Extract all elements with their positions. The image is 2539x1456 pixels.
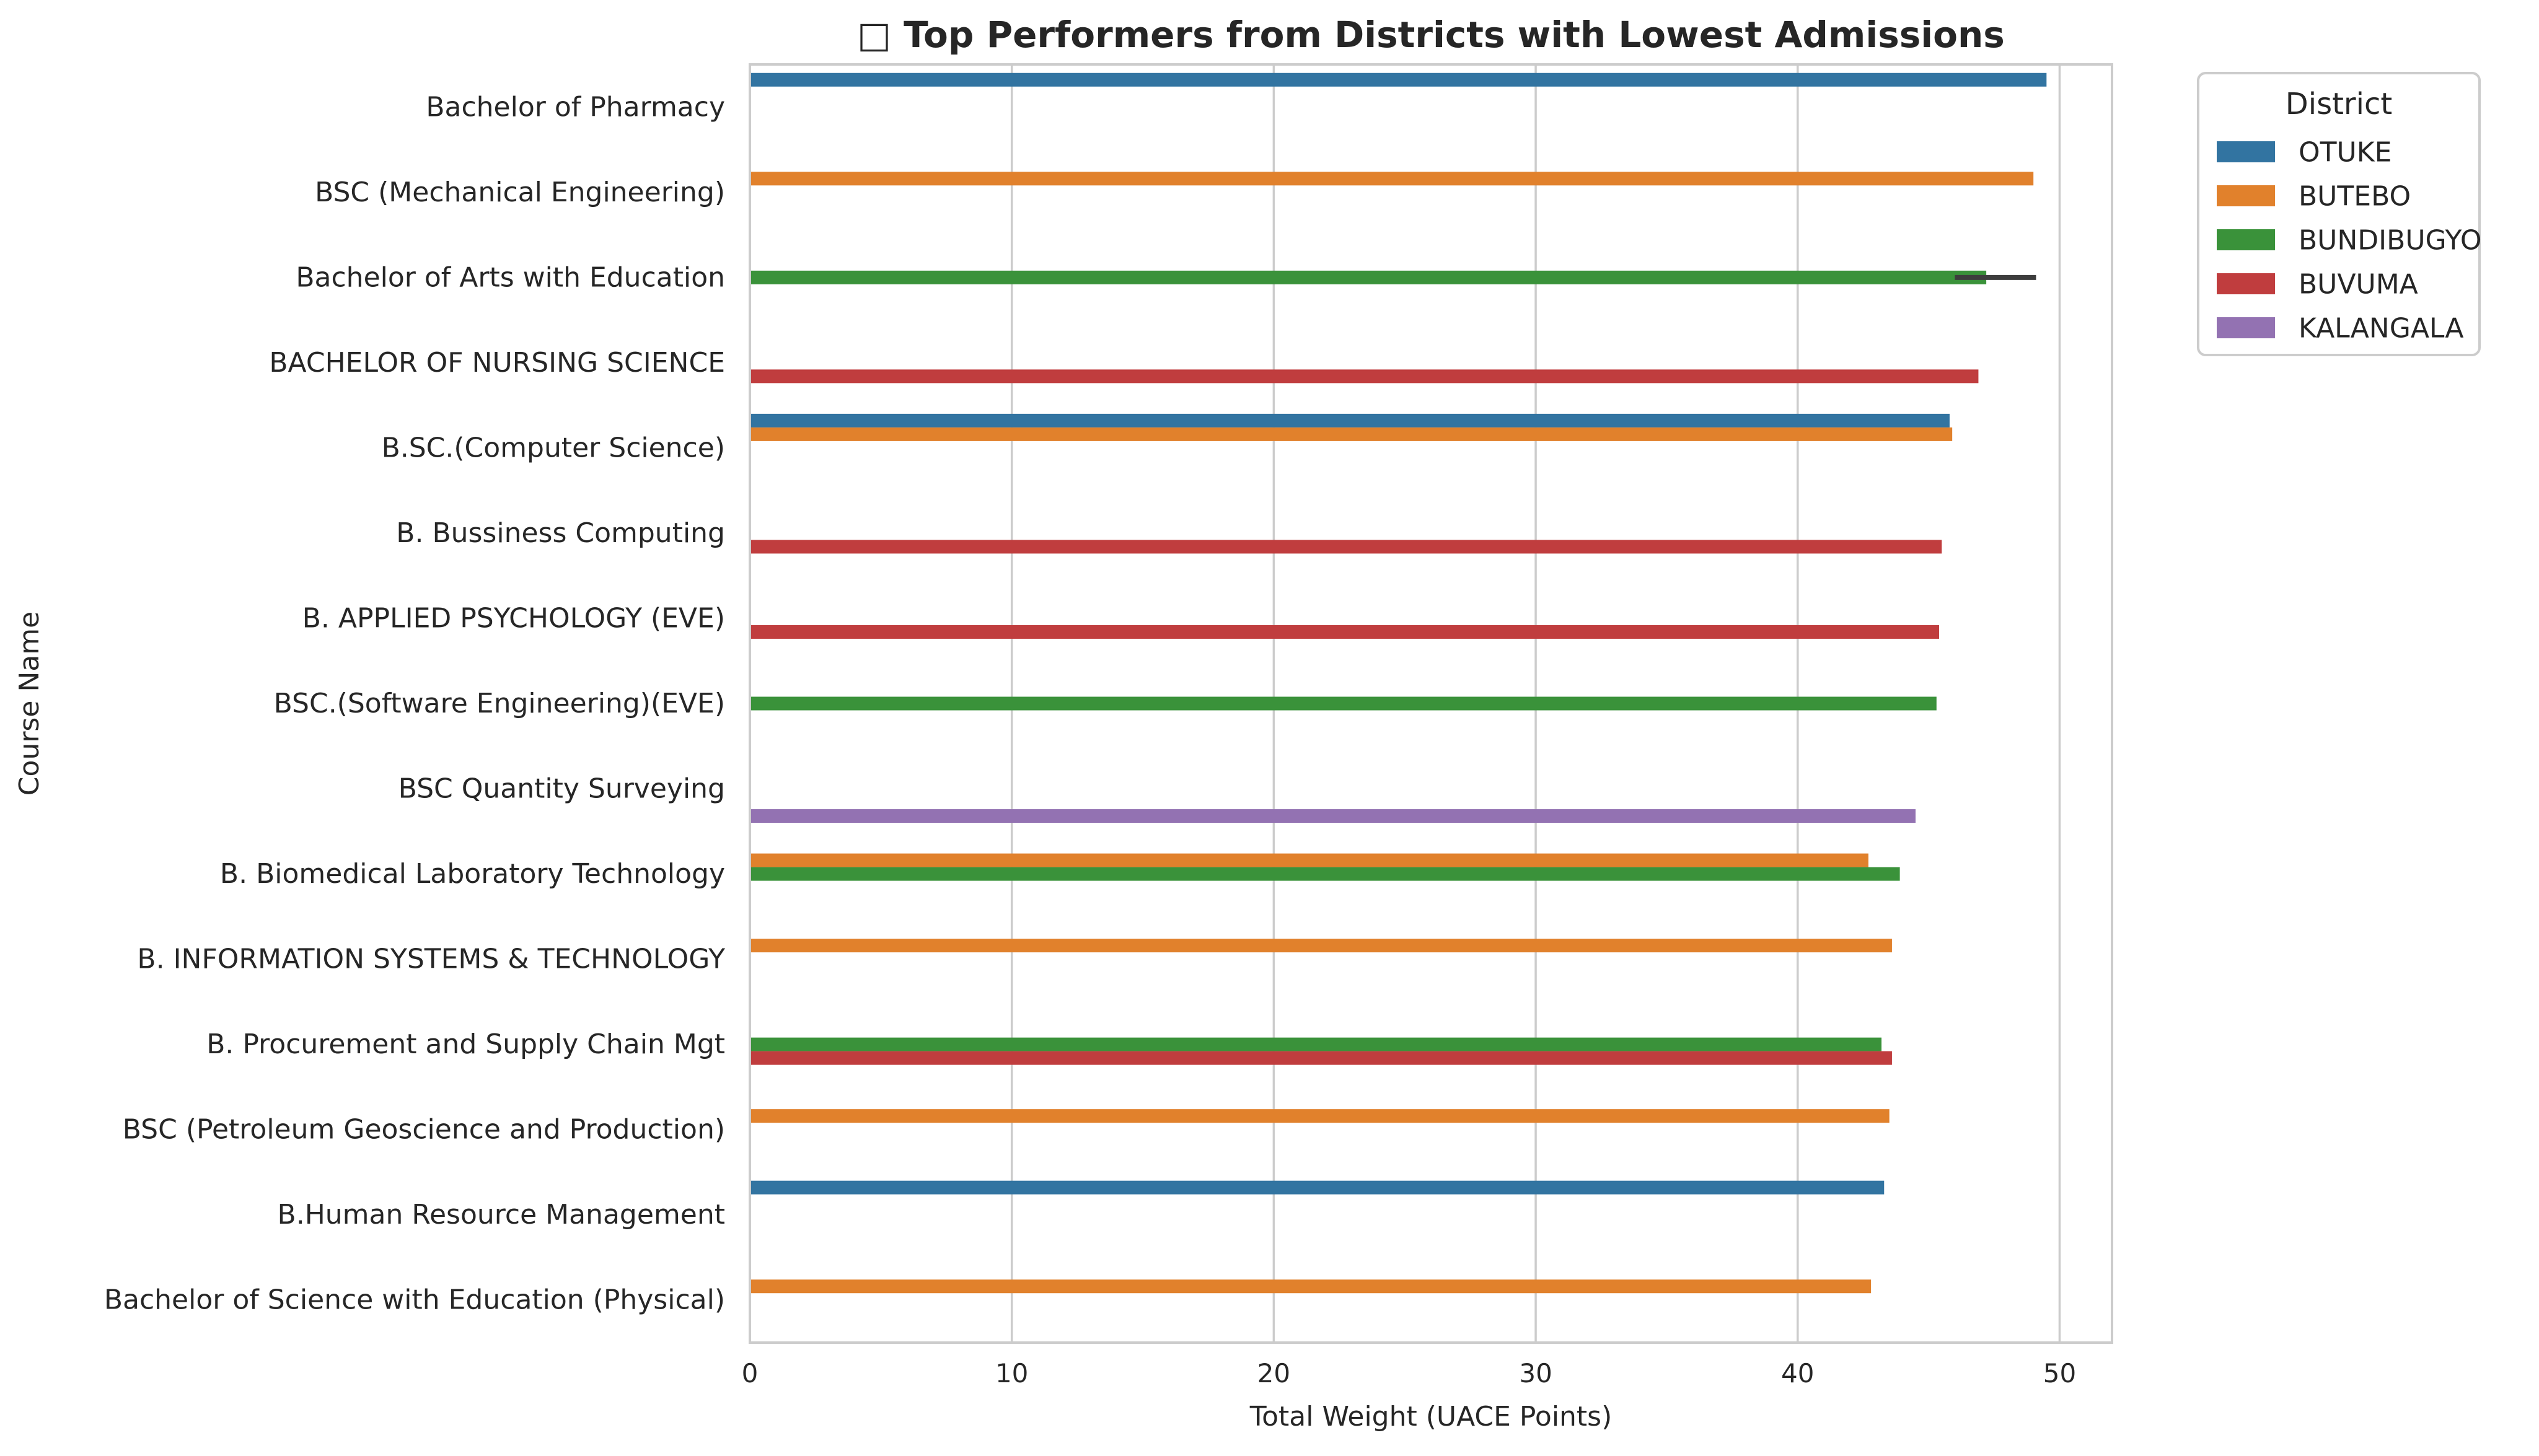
y-tick-label: B. APPLIED PSYCHOLOGY (EVE) — [302, 602, 725, 634]
bar — [750, 369, 1979, 384]
y-tick-label: B.Human Resource Management — [278, 1199, 725, 1230]
x-axis-label: Total Weight (UACE Points) — [1249, 1401, 1613, 1432]
legend-label: OTUKE — [2299, 137, 2392, 169]
bar — [750, 625, 1940, 639]
y-tick-label: B. INFORMATION SYSTEMS & TECHNOLOGY — [137, 944, 725, 975]
bar — [750, 1109, 1890, 1123]
y-tick-label: Bachelor of Science with Education (Phys… — [104, 1284, 725, 1316]
legend-label: BUNDIBUGYO — [2299, 225, 2482, 257]
bar — [750, 427, 1953, 441]
bar — [750, 172, 2034, 186]
y-tick-label: BSC Quantity Surveying — [398, 773, 725, 805]
bar — [750, 540, 1942, 554]
x-tick-label: 40 — [1781, 1358, 1814, 1388]
legend-swatch — [2217, 229, 2275, 250]
bar — [750, 72, 2047, 87]
y-tick-label: BACHELOR OF NURSING SCIENCE — [269, 347, 725, 379]
x-tick-label: 0 — [742, 1358, 759, 1388]
y-tick-label: Bachelor of Arts with Education — [296, 261, 725, 293]
legend-label: KALANGALA — [2299, 313, 2464, 344]
y-tick-label: B. Biomedical Laboratory Technology — [220, 858, 725, 890]
legend-label: BUTEBO — [2299, 181, 2411, 213]
legend-swatch — [2217, 185, 2275, 206]
x-tick-label: 30 — [1519, 1358, 1552, 1388]
plot-frame — [749, 63, 2113, 1344]
bar — [750, 853, 1868, 867]
bar — [750, 1279, 1872, 1294]
legend-swatch — [2217, 273, 2275, 294]
bar — [750, 413, 1950, 428]
bar — [750, 1051, 1892, 1065]
y-tick-label: B. Bussiness Computing — [396, 517, 725, 549]
y-tick-label: B. Procurement and Supply Chain Mgt — [206, 1028, 725, 1060]
bar — [750, 809, 1916, 823]
legend-swatch — [2217, 317, 2275, 338]
y-tick-label: B.SC.(Computer Science) — [382, 432, 725, 463]
y-tick-label: BSC (Petroleum Geoscience and Production… — [123, 1114, 725, 1146]
bar — [750, 696, 1937, 711]
x-tick-label: 10 — [995, 1358, 1028, 1388]
y-tick-label: BSC (Mechanical Engineering) — [315, 177, 725, 208]
legend-label: BUVUMA — [2299, 269, 2418, 300]
bar — [750, 270, 1987, 284]
bar — [750, 867, 1900, 881]
bar — [750, 1180, 1885, 1195]
x-tick-label: 50 — [2043, 1358, 2076, 1388]
legend-title: District — [2286, 87, 2392, 121]
x-tick-label: 20 — [1257, 1358, 1290, 1388]
chart-title: □ Top Performers from Districts with Low… — [857, 14, 2005, 56]
y-tick-label: Bachelor of Pharmacy — [426, 91, 725, 123]
bar — [750, 1037, 1882, 1051]
y-axis-label: Course Name — [14, 612, 45, 796]
legend-swatch — [2217, 141, 2275, 162]
y-tick-label: BSC.(Software Engineering)(EVE) — [274, 688, 725, 719]
bar — [750, 939, 1892, 953]
